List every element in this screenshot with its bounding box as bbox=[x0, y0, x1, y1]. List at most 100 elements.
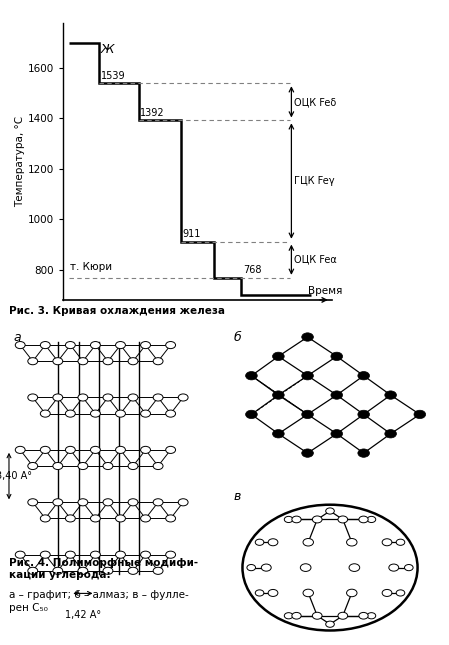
Circle shape bbox=[166, 410, 176, 417]
Circle shape bbox=[347, 539, 357, 546]
Circle shape bbox=[90, 446, 101, 453]
Circle shape bbox=[90, 515, 101, 522]
Circle shape bbox=[302, 333, 313, 341]
Circle shape bbox=[103, 462, 113, 470]
Circle shape bbox=[141, 515, 150, 522]
Circle shape bbox=[78, 568, 88, 574]
Circle shape bbox=[141, 341, 150, 348]
Circle shape bbox=[166, 446, 176, 453]
Circle shape bbox=[284, 613, 293, 619]
Circle shape bbox=[15, 551, 25, 558]
Circle shape bbox=[15, 446, 25, 453]
Text: 911: 911 bbox=[182, 229, 201, 239]
Circle shape bbox=[396, 539, 405, 546]
Circle shape bbox=[349, 564, 360, 571]
Text: 1392: 1392 bbox=[140, 108, 165, 118]
Circle shape bbox=[66, 446, 75, 453]
Circle shape bbox=[78, 394, 88, 401]
Circle shape bbox=[382, 539, 392, 546]
Circle shape bbox=[78, 499, 88, 506]
Circle shape bbox=[128, 462, 138, 470]
Circle shape bbox=[255, 590, 264, 596]
Circle shape bbox=[40, 410, 50, 417]
Circle shape bbox=[166, 341, 176, 348]
Circle shape bbox=[153, 499, 163, 506]
Circle shape bbox=[40, 551, 50, 558]
Circle shape bbox=[66, 341, 75, 348]
Circle shape bbox=[389, 564, 399, 571]
Text: ОЦК Feδ: ОЦК Feδ bbox=[295, 97, 337, 107]
Circle shape bbox=[153, 394, 163, 401]
Circle shape bbox=[53, 568, 63, 574]
Text: 768: 768 bbox=[243, 265, 261, 275]
Text: а – графит; б – алмаз; в – фулле-
рен С₅₀: а – графит; б – алмаз; в – фулле- рен С₅… bbox=[9, 590, 189, 613]
Circle shape bbox=[331, 430, 343, 438]
Text: 1539: 1539 bbox=[101, 71, 125, 81]
Text: а: а bbox=[13, 330, 21, 344]
Circle shape bbox=[78, 462, 88, 470]
Circle shape bbox=[396, 590, 405, 596]
Circle shape bbox=[331, 391, 343, 399]
Circle shape bbox=[338, 612, 348, 619]
Circle shape bbox=[292, 516, 301, 523]
Circle shape bbox=[302, 449, 313, 457]
Circle shape bbox=[247, 564, 255, 571]
Circle shape bbox=[153, 462, 163, 470]
Circle shape bbox=[103, 499, 113, 506]
Text: ГЦК Feγ: ГЦК Feγ bbox=[295, 176, 335, 186]
Circle shape bbox=[153, 357, 163, 365]
Circle shape bbox=[302, 372, 313, 380]
Circle shape bbox=[358, 372, 370, 380]
Text: Рис. 3. Кривая охлаждения железа: Рис. 3. Кривая охлаждения железа bbox=[9, 306, 225, 317]
Circle shape bbox=[40, 341, 50, 348]
Circle shape bbox=[359, 516, 368, 523]
Circle shape bbox=[261, 564, 271, 571]
Circle shape bbox=[302, 410, 313, 419]
Circle shape bbox=[53, 499, 63, 506]
Circle shape bbox=[338, 516, 348, 523]
Circle shape bbox=[385, 430, 396, 438]
Circle shape bbox=[115, 341, 125, 348]
Circle shape bbox=[178, 394, 188, 401]
Circle shape bbox=[53, 357, 63, 365]
Circle shape bbox=[40, 446, 50, 453]
Circle shape bbox=[78, 357, 88, 365]
Text: Рис. 4. Полиморфные модифи-
кации углерода:: Рис. 4. Полиморфные модифи- кации углеро… bbox=[9, 558, 198, 580]
Circle shape bbox=[331, 352, 343, 361]
Circle shape bbox=[255, 539, 264, 546]
Circle shape bbox=[53, 462, 63, 470]
Circle shape bbox=[347, 589, 357, 597]
Circle shape bbox=[166, 551, 176, 558]
Circle shape bbox=[141, 551, 150, 558]
Circle shape bbox=[268, 590, 278, 597]
Circle shape bbox=[284, 517, 293, 522]
Circle shape bbox=[359, 612, 368, 619]
Circle shape bbox=[28, 357, 38, 365]
Circle shape bbox=[358, 449, 370, 457]
Circle shape bbox=[367, 517, 376, 522]
Y-axis label: Температура, °С: Температура, °С bbox=[15, 115, 25, 207]
Circle shape bbox=[385, 391, 396, 399]
Circle shape bbox=[66, 515, 75, 522]
Text: в: в bbox=[233, 490, 241, 503]
Circle shape bbox=[268, 539, 278, 546]
Circle shape bbox=[303, 589, 313, 597]
Circle shape bbox=[53, 394, 63, 401]
Circle shape bbox=[128, 394, 138, 401]
Circle shape bbox=[28, 499, 38, 506]
Circle shape bbox=[66, 410, 75, 417]
Circle shape bbox=[115, 446, 125, 453]
Circle shape bbox=[115, 410, 125, 417]
Circle shape bbox=[273, 391, 284, 399]
Circle shape bbox=[28, 568, 38, 574]
Text: 1,42 А°: 1,42 А° bbox=[65, 610, 101, 620]
Circle shape bbox=[292, 612, 301, 619]
Circle shape bbox=[141, 410, 150, 417]
Text: б: б bbox=[233, 330, 241, 344]
Circle shape bbox=[15, 341, 25, 348]
Circle shape bbox=[28, 462, 38, 470]
Circle shape bbox=[405, 564, 413, 571]
Circle shape bbox=[103, 568, 113, 574]
Circle shape bbox=[128, 357, 138, 365]
Circle shape bbox=[382, 590, 392, 597]
